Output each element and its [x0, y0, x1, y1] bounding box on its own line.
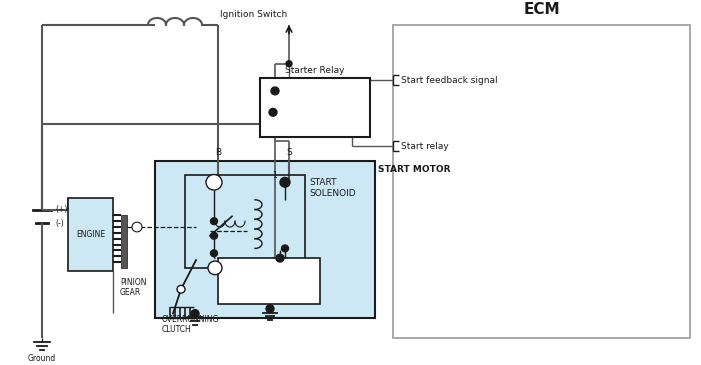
Text: 1: 1 [272, 171, 277, 180]
Text: ENGINE: ENGINE [76, 230, 105, 239]
Text: OVERRUNNING
CLUTCH: OVERRUNNING CLUTCH [162, 315, 219, 334]
Bar [155, 161, 375, 318]
Circle shape [269, 108, 277, 116]
Text: Starter Relay: Starter Relay [285, 66, 345, 75]
Circle shape [266, 305, 274, 312]
Circle shape [210, 250, 217, 257]
Text: ECM: ECM [523, 2, 560, 17]
Bar [68, 198, 113, 271]
Circle shape [132, 222, 142, 232]
Text: S: S [286, 148, 292, 157]
Text: (-): (-) [55, 219, 64, 228]
Text: START
SOLENOID: START SOLENOID [309, 178, 355, 198]
Circle shape [280, 177, 290, 187]
Text: 1: 1 [209, 178, 213, 187]
Text: START MOTOR: START MOTOR [378, 165, 451, 174]
Bar [260, 78, 370, 137]
Circle shape [276, 254, 284, 262]
Bar [218, 258, 320, 304]
Text: MOTOR: MOTOR [252, 276, 286, 285]
Text: M: M [212, 264, 218, 272]
Text: Ignition Switch: Ignition Switch [219, 10, 287, 19]
Text: (+): (+) [55, 205, 67, 214]
Circle shape [206, 174, 222, 190]
Circle shape [271, 87, 279, 95]
Circle shape [177, 285, 185, 293]
Bar [121, 215, 127, 268]
Text: Start relay: Start relay [401, 142, 449, 151]
Text: Start feedback signal: Start feedback signal [401, 76, 498, 85]
Circle shape [191, 310, 199, 318]
Text: Ground: Ground [28, 354, 56, 364]
Text: B: B [215, 148, 221, 157]
Circle shape [282, 245, 289, 252]
Bar [185, 174, 305, 268]
Circle shape [210, 218, 217, 224]
Circle shape [208, 261, 222, 274]
Circle shape [210, 233, 217, 239]
Bar [393, 25, 690, 338]
Circle shape [286, 61, 292, 66]
Text: PINION
GEAR: PINION GEAR [120, 277, 147, 297]
